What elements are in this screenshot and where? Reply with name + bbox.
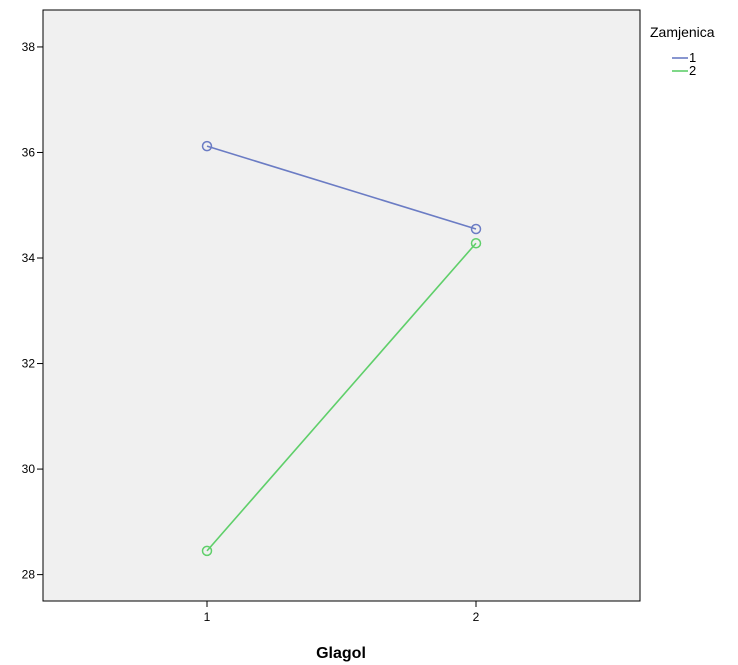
- y-tick-label: 30: [22, 462, 36, 476]
- legend-label-2: 2: [689, 63, 696, 78]
- y-tick-label: 28: [22, 568, 36, 582]
- y-tick-label: 34: [22, 251, 36, 265]
- legend-items: 12: [672, 50, 696, 78]
- y-tick-label: 36: [22, 145, 36, 159]
- y-axis: 28 30 32 34 36 38: [22, 40, 43, 582]
- plot-area: [42, 9, 641, 602]
- legend-title: Zamjenica: [650, 24, 715, 40]
- series-layer: [201, 140, 482, 557]
- x-tick-label: 1: [204, 610, 211, 624]
- legend: Zamjenica 12: [650, 24, 715, 78]
- y-tick-label: 38: [22, 40, 36, 54]
- data-point-series-2-2: [470, 237, 482, 249]
- x-axis-title: Glagol: [316, 645, 366, 662]
- legend-label-1: 1: [689, 50, 696, 65]
- data-point-series-2-1: [201, 545, 213, 557]
- x-tick-label: 2: [473, 610, 480, 624]
- data-point-series-1-1: [201, 140, 213, 152]
- y-tick-label: 32: [22, 357, 36, 371]
- series-line-2: [206, 242, 477, 552]
- data-point-series-1-2: [470, 223, 482, 235]
- series-line-1: [206, 145, 477, 230]
